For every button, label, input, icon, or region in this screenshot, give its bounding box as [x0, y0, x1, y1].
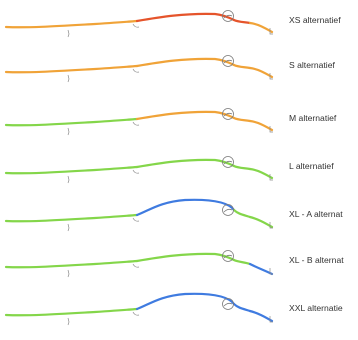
marker-icon — [132, 169, 140, 174]
row-label: XXL alternatie — [289, 303, 343, 313]
junction-detail-icon — [223, 160, 233, 165]
marker-icon — [132, 263, 140, 268]
route-segment — [4, 165, 139, 175]
row-label: XL - A alternat — [289, 209, 343, 219]
route-segment — [248, 21, 274, 34]
row-label: M alternatief — [289, 113, 337, 123]
end-marker-icon — [269, 73, 273, 80]
marker-icon — [67, 317, 70, 326]
route-segment — [4, 117, 139, 127]
marker-icon — [132, 23, 140, 28]
marker-icon — [67, 74, 70, 83]
alternative-row: S alternatief — [4, 55, 335, 83]
junction-detail-icon — [223, 59, 233, 64]
row-label: S alternatief — [289, 60, 335, 70]
alternative-row: L alternatief — [4, 156, 334, 184]
route-segment — [135, 12, 236, 23]
route-segment — [248, 66, 274, 79]
route-segment — [232, 116, 252, 123]
alternative-row: XL - A alternat — [4, 198, 343, 232]
route-segment — [232, 164, 252, 171]
marker-icon — [67, 175, 70, 184]
route-segment — [4, 64, 139, 74]
junction-icon — [222, 108, 234, 120]
marker-icon — [67, 223, 70, 232]
route-segment — [232, 208, 252, 219]
route-segment — [135, 252, 236, 263]
marker-icon — [132, 121, 140, 126]
route-segment — [232, 302, 252, 313]
route-segment — [135, 198, 236, 217]
alternative-row: M alternatief — [4, 108, 337, 136]
end-marker-icon — [269, 316, 273, 323]
junction-icon — [222, 156, 234, 168]
route-segment — [232, 258, 252, 266]
end-marker-icon — [269, 222, 273, 229]
junction-icon — [222, 204, 234, 216]
route-segment — [135, 158, 236, 169]
junction-icon — [222, 298, 234, 310]
junction-icon — [222, 10, 234, 22]
junction-icon — [222, 55, 234, 67]
alternative-row: XL - B alternat — [4, 250, 344, 278]
route-segment — [232, 63, 252, 70]
route-segment — [248, 167, 274, 180]
route-segment — [135, 292, 236, 311]
row-label: XS alternatief — [289, 15, 341, 25]
route-segment — [4, 259, 139, 269]
row-label: XL - B alternat — [289, 255, 344, 265]
marker-icon — [132, 68, 140, 73]
route-segment — [248, 119, 274, 132]
alternative-row: XXL alternatie — [4, 292, 343, 326]
marker-icon — [132, 311, 140, 316]
junction-detail-icon — [223, 302, 233, 307]
marker-icon — [67, 127, 70, 136]
route-segment — [4, 19, 139, 29]
end-marker-icon — [269, 174, 273, 181]
route-segment — [248, 262, 274, 276]
route-segment — [248, 309, 274, 323]
marker-icon — [67, 29, 70, 38]
marker-icon — [132, 217, 140, 222]
junction-icon — [222, 250, 234, 262]
end-marker-icon — [269, 126, 273, 133]
route-segment — [248, 215, 274, 229]
junction-detail-icon — [223, 254, 233, 259]
junction-detail-icon — [223, 208, 233, 213]
junction-detail-icon — [223, 14, 233, 19]
route-segment — [232, 18, 252, 25]
end-marker-icon — [269, 28, 273, 35]
route-segment — [135, 110, 236, 121]
route-segment — [4, 307, 139, 317]
end-marker-icon — [269, 268, 273, 275]
route-segment — [4, 213, 139, 223]
alternative-rows: XS alternatief S alternatief M alternatief… — [4, 10, 344, 326]
alternative-row: XS alternatief — [4, 10, 341, 38]
route-segment — [135, 57, 236, 68]
junction-detail-icon — [223, 112, 233, 117]
row-label: L alternatief — [289, 161, 334, 171]
marker-icon — [67, 269, 70, 278]
